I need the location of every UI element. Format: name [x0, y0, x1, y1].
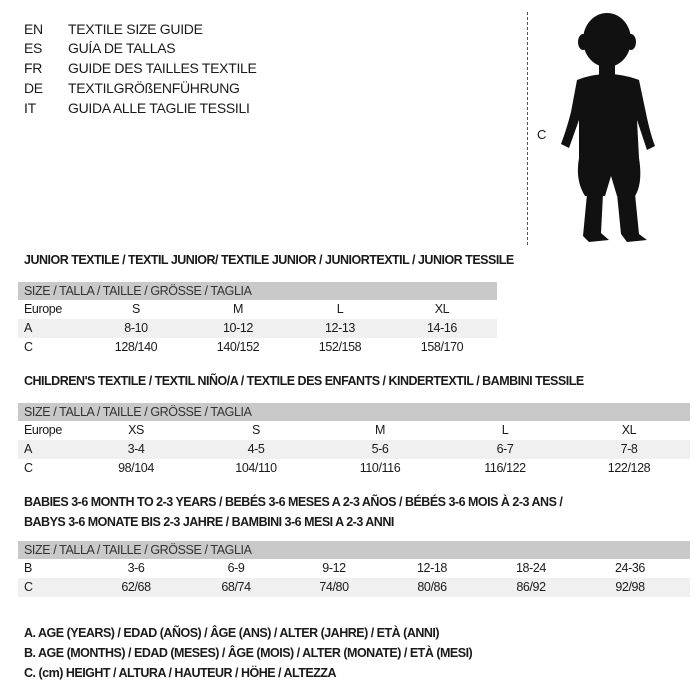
cell: 104/110 [235, 461, 277, 475]
babies-title-line1: BABIES 3-6 MONTH TO 2-3 YEARS / BEBÉS 3-… [24, 495, 563, 509]
row-label: A [24, 321, 32, 335]
table-header: SIZE / TALLA / TAILLE / GRÖSSE / TAGLIA [18, 403, 690, 421]
language-de: DE TEXTILGRÖßENFÜHRUNG [24, 80, 240, 96]
cell: 6-7 [496, 442, 514, 456]
cell: 62/68 [121, 580, 151, 594]
cell: 80/86 [417, 580, 447, 594]
table-row: A 8-10 10-12 12-13 14-16 [18, 319, 497, 338]
children-title: CHILDREN'S TEXTILE / TEXTIL NIÑO/A / TEX… [24, 374, 584, 388]
table-row: A 3-4 4-5 5-6 6-7 7-8 [18, 440, 690, 459]
table-row: Europe XS S M L XL [18, 421, 690, 440]
child-silhouette-icon [561, 13, 655, 242]
cell: 128/140 [114, 340, 158, 354]
junior-title: JUNIOR TEXTILE / TEXTIL JUNIOR/ TEXTILE … [24, 253, 514, 267]
babies-title-line2: BABYS 3-6 MONATE BIS 2-3 JAHRE / BAMBINI… [24, 515, 394, 529]
cell: 74/80 [319, 580, 349, 594]
cell: 6-9 [227, 561, 245, 575]
language-en: EN TEXTILE SIZE GUIDE [24, 21, 203, 37]
cell: S [252, 423, 260, 437]
cell: 98/104 [118, 461, 154, 475]
cell: 140/152 [216, 340, 260, 354]
cell: 5-6 [371, 442, 389, 456]
children-size-table: SIZE / TALLA / TAILLE / GRÖSSE / TAGLIA … [18, 403, 690, 478]
table-row: B 3-6 6-9 9-12 12-18 18-24 24-36 [18, 559, 690, 578]
babies-size-table: SIZE / TALLA / TAILLE / GRÖSSE / TAGLIA … [18, 541, 690, 597]
legend-b: B. AGE (MONTHS) / EDAD (MESES) / ÂGE (MO… [24, 646, 473, 660]
cell: 122/128 [607, 461, 651, 475]
language-es: ES GUÍA DE TALLAS [24, 40, 176, 56]
cell: 3-4 [127, 442, 145, 456]
cell: XL [621, 423, 637, 437]
cell: 3-6 [127, 561, 145, 575]
cell: 158/170 [420, 340, 464, 354]
cell: 24-36 [615, 561, 645, 575]
table-row: Europe S M L XL [18, 300, 497, 319]
row-label: Europe [24, 423, 62, 437]
cell: 9-12 [322, 561, 346, 575]
cell: L [336, 302, 344, 316]
language-it: IT GUIDA ALLE TAGLIE TESSILI [24, 100, 250, 116]
cell: M [374, 423, 386, 437]
height-measure-line [527, 12, 528, 245]
table-header: SIZE / TALLA / TAILLE / GRÖSSE / TAGLIA [18, 541, 690, 559]
legend-a: A. AGE (YEARS) / EDAD (AÑOS) / ÂGE (ANS)… [24, 626, 440, 640]
cell: XS [128, 423, 144, 437]
cell: 68/74 [221, 580, 251, 594]
row-label: C [24, 580, 33, 594]
cell: 8-10 [124, 321, 148, 335]
cell: 14-16 [427, 321, 457, 335]
row-label: B [24, 561, 32, 575]
cell: 4-5 [247, 442, 265, 456]
cell: M [232, 302, 244, 316]
height-measure-label: C [537, 127, 547, 142]
cell: 86/92 [516, 580, 546, 594]
table-row: C 98/104 104/110 110/116 116/122 122/128 [18, 459, 690, 478]
cell: 18-24 [516, 561, 546, 575]
cell: 7-8 [620, 442, 638, 456]
cell: 10-12 [223, 321, 253, 335]
cell: 12-13 [325, 321, 355, 335]
row-label: Europe [24, 302, 62, 316]
row-label: C [24, 461, 33, 475]
cell: S [132, 302, 140, 316]
table-row: C 62/68 68/74 74/80 80/86 86/92 92/98 [18, 578, 690, 597]
language-fr: FR GUIDE DES TAILLES TEXTILE [24, 60, 257, 76]
cell: 116/122 [484, 461, 526, 475]
cell: 12-18 [417, 561, 447, 575]
cell: L [501, 423, 509, 437]
table-header: SIZE / TALLA / TAILLE / GRÖSSE / TAGLIA [18, 282, 497, 300]
junior-size-table: SIZE / TALLA / TAILLE / GRÖSSE / TAGLIA … [18, 282, 497, 357]
cell: 92/98 [615, 580, 645, 594]
cell: XL [434, 302, 450, 316]
row-label: C [24, 340, 33, 354]
legend-c: C. (cm) HEIGHT / ALTURA / HAUTEUR / HÖHE… [24, 666, 337, 680]
row-label: A [24, 442, 32, 456]
cell: 110/116 [359, 461, 401, 475]
cell: 152/158 [318, 340, 362, 354]
table-row: C 128/140 140/152 152/158 158/170 [18, 338, 497, 357]
